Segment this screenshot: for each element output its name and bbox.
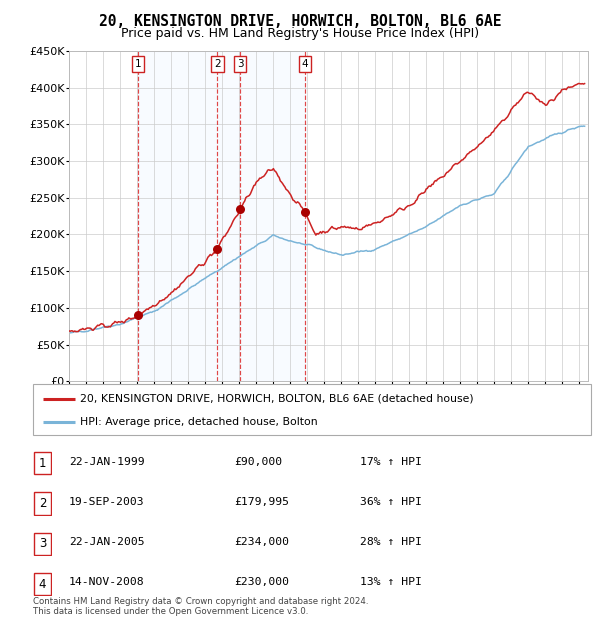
Text: 22-JAN-2005: 22-JAN-2005 bbox=[69, 537, 145, 547]
Text: 20, KENSINGTON DRIVE, HORWICH, BOLTON, BL6 6AE: 20, KENSINGTON DRIVE, HORWICH, BOLTON, B… bbox=[99, 14, 501, 29]
Text: This data is licensed under the Open Government Licence v3.0.: This data is licensed under the Open Gov… bbox=[33, 607, 308, 616]
Text: £90,000: £90,000 bbox=[234, 456, 282, 467]
Text: 19-SEP-2003: 19-SEP-2003 bbox=[69, 497, 145, 507]
Text: 3: 3 bbox=[39, 538, 46, 550]
Text: 28% ↑ HPI: 28% ↑ HPI bbox=[360, 537, 422, 547]
Text: 36% ↑ HPI: 36% ↑ HPI bbox=[360, 497, 422, 507]
FancyBboxPatch shape bbox=[34, 573, 51, 595]
FancyBboxPatch shape bbox=[34, 492, 51, 515]
Text: 14-NOV-2008: 14-NOV-2008 bbox=[69, 577, 145, 588]
Text: £234,000: £234,000 bbox=[234, 537, 289, 547]
Text: 1: 1 bbox=[39, 457, 46, 469]
Text: 2: 2 bbox=[39, 497, 46, 510]
Text: 17% ↑ HPI: 17% ↑ HPI bbox=[360, 456, 422, 467]
Text: 4: 4 bbox=[302, 59, 308, 69]
FancyBboxPatch shape bbox=[34, 452, 51, 474]
Text: 3: 3 bbox=[237, 59, 244, 69]
FancyBboxPatch shape bbox=[33, 384, 591, 435]
Text: 20, KENSINGTON DRIVE, HORWICH, BOLTON, BL6 6AE (detached house): 20, KENSINGTON DRIVE, HORWICH, BOLTON, B… bbox=[80, 394, 474, 404]
Text: Contains HM Land Registry data © Crown copyright and database right 2024.: Contains HM Land Registry data © Crown c… bbox=[33, 597, 368, 606]
Text: £179,995: £179,995 bbox=[234, 497, 289, 507]
Text: HPI: Average price, detached house, Bolton: HPI: Average price, detached house, Bolt… bbox=[80, 417, 318, 427]
Text: Price paid vs. HM Land Registry's House Price Index (HPI): Price paid vs. HM Land Registry's House … bbox=[121, 27, 479, 40]
Bar bbox=[138, 51, 305, 381]
Text: 13% ↑ HPI: 13% ↑ HPI bbox=[360, 577, 422, 588]
Text: 4: 4 bbox=[39, 578, 46, 590]
Text: 2: 2 bbox=[214, 59, 221, 69]
Text: 1: 1 bbox=[135, 59, 142, 69]
FancyBboxPatch shape bbox=[34, 533, 51, 555]
Text: £230,000: £230,000 bbox=[234, 577, 289, 588]
Text: 22-JAN-1999: 22-JAN-1999 bbox=[69, 456, 145, 467]
